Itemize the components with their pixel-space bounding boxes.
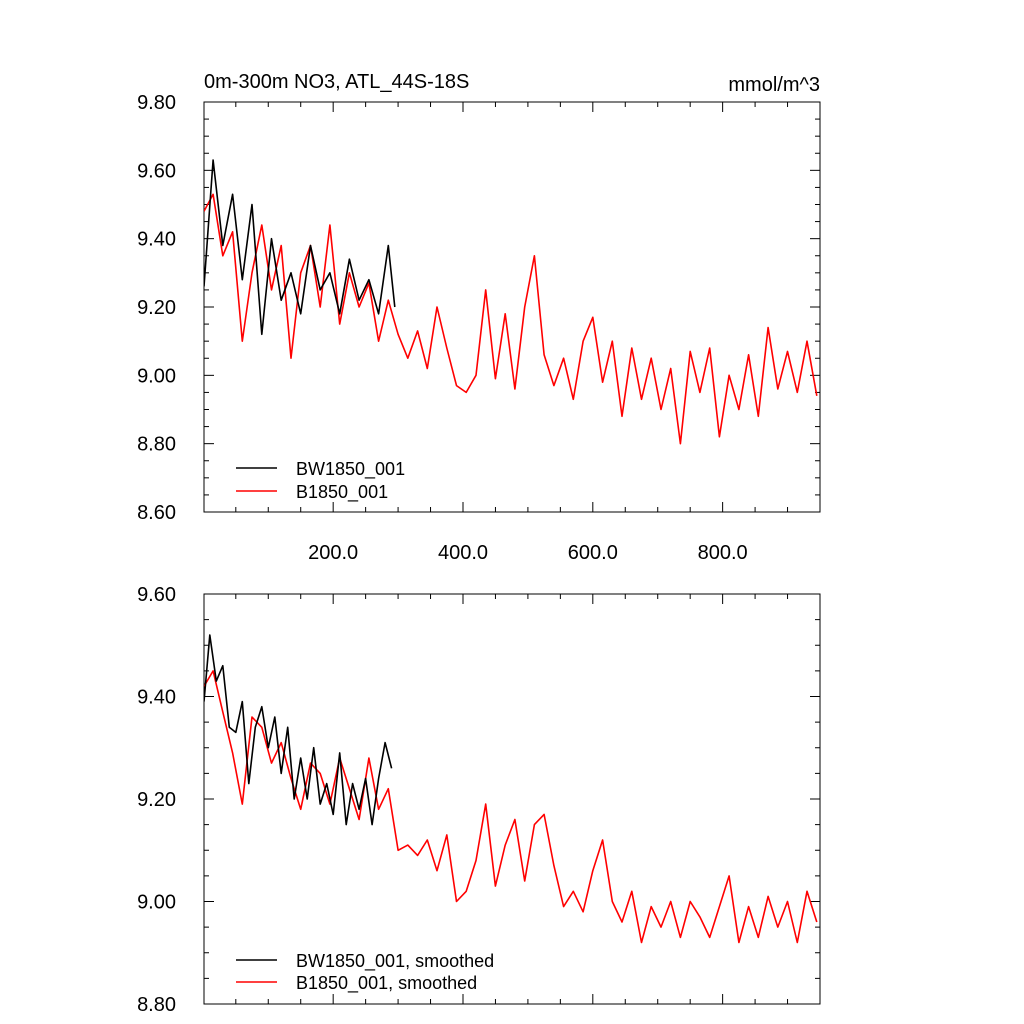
y-tick-label: 9.60 xyxy=(137,584,176,606)
units-label: mmol/m^3 xyxy=(728,74,820,96)
x-tick-label: 800.0 xyxy=(698,542,748,564)
y-tick-label: 9.40 xyxy=(137,687,176,709)
y-tick-label: 9.00 xyxy=(137,892,176,914)
legend-label: B1850_001, smoothed xyxy=(296,973,477,994)
y-tick-label: 9.60 xyxy=(137,160,176,182)
series-line-b1850-001 xyxy=(204,193,818,445)
y-tick-label: 9.80 xyxy=(137,92,176,114)
legend-label: BW1850_001, smoothed xyxy=(296,951,494,972)
y-tick-label: 8.80 xyxy=(137,434,176,456)
legend-label: B1850_001 xyxy=(296,482,388,503)
legend-label: BW1850_001 xyxy=(296,459,405,480)
x-tick-label: 600.0 xyxy=(568,542,618,564)
y-tick-label: 9.40 xyxy=(137,229,176,251)
series-line-b1850-001-smoothed xyxy=(204,670,818,944)
y-tick-label: 8.60 xyxy=(137,502,176,524)
series-line-bw1850-001-smoothed xyxy=(204,634,393,826)
y-tick-label: 9.00 xyxy=(137,365,176,387)
y-tick-label: 8.80 xyxy=(137,994,176,1016)
y-tick-label: 9.20 xyxy=(137,297,176,319)
x-tick-label: 200.0 xyxy=(308,542,358,564)
y-tick-label: 9.20 xyxy=(137,789,176,811)
plot-frame xyxy=(203,593,821,1005)
series-line-bw1850-001 xyxy=(204,159,396,336)
chart-title: 0m-300m NO3, ATL_44S-18S xyxy=(204,71,469,93)
chart-1: 8.60 8.80 9.00 9.20 9.40 9.60 9.80 200.0 400.0 60… xyxy=(137,71,821,564)
x-tick-label: 400.0 xyxy=(438,542,488,564)
chart-2: 8.80 9.00 9.20 9.40 9.60 BW1850_001, smoothed… xyxy=(137,584,821,1016)
